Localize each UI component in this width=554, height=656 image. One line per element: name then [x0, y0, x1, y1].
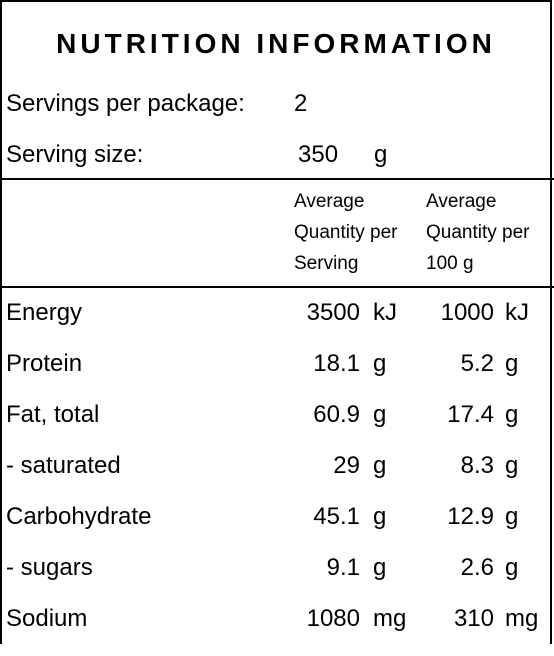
per-100g-unit: g — [505, 452, 519, 479]
nutrient-row: Protein 18.1 g 5.2 g — [2, 350, 554, 401]
per-100g-value: 17.4 — [447, 401, 494, 428]
column-header-line: Average — [294, 191, 365, 212]
column-header-per-100g: Average Quantity per 100 g — [426, 186, 530, 279]
per-100g-value: 12.9 — [447, 503, 494, 530]
per-serving-value: 45.1 — [313, 503, 360, 530]
per-100g-value: 1000 — [440, 299, 494, 326]
nutrient-label: Fat, total — [6, 401, 100, 428]
per-100g-unit: g — [505, 401, 519, 428]
per-serving-unit: kJ — [373, 299, 397, 326]
nutrient-row: Sodium 1080 mg 310 mg — [2, 605, 554, 656]
serving-size-value: 350 — [298, 141, 339, 168]
per-100g-value: 8.3 — [460, 452, 494, 479]
column-header-line: Quantity per — [426, 222, 530, 243]
per-serving-unit: g — [373, 452, 387, 479]
nutrient-row: Carbohydrate 45.1 g 12.9 g — [2, 503, 554, 554]
nutrient-label: Energy — [6, 299, 83, 326]
per-serving-value: 3500 — [306, 299, 360, 326]
per-100g-unit: g — [505, 350, 519, 377]
divider-header — [2, 286, 554, 288]
per-100g-value: 2.6 — [460, 554, 494, 581]
per-serving-unit: g — [373, 503, 387, 530]
nutrient-row: Fat, total 60.9 g 17.4 g — [2, 401, 554, 452]
per-100g-unit: kJ — [505, 299, 529, 326]
per-100g-value: 310 — [453, 605, 494, 632]
column-header-line: Serving — [294, 253, 359, 274]
per-100g-unit: g — [505, 554, 519, 581]
per-serving-unit: mg — [373, 605, 407, 632]
serving-size-label: Serving size: — [6, 141, 144, 168]
per-100g-value: 5.2 — [460, 350, 494, 377]
column-header-line: Average — [426, 191, 497, 212]
column-header-per-serving: Average Quantity per Serving — [294, 186, 398, 279]
per-100g-unit: g — [505, 503, 519, 530]
per-serving-value: 60.9 — [313, 401, 360, 428]
divider-top — [2, 178, 554, 180]
nutrient-row: - saturated 29 g 8.3 g — [2, 452, 554, 503]
nutrient-label: - sugars — [6, 554, 93, 581]
per-serving-unit: g — [373, 554, 387, 581]
nutrient-label: Carbohydrate — [6, 503, 152, 530]
serving-size-unit: g — [374, 141, 388, 168]
nutrient-label: Protein — [6, 350, 83, 377]
per-serving-unit: g — [373, 401, 387, 428]
column-header-line: Quantity per — [294, 222, 398, 243]
per-serving-value: 9.1 — [326, 554, 360, 581]
per-serving-value: 18.1 — [313, 350, 360, 377]
column-header-line: 100 g — [426, 253, 474, 274]
per-serving-value: 1080 — [306, 605, 360, 632]
nutrient-row: Energy 3500 kJ 1000 kJ — [2, 299, 554, 350]
nutrient-row: - sugars 9.1 g 2.6 g — [2, 554, 554, 605]
servings-label: Servings per package: — [6, 90, 245, 117]
nutrient-label: Sodium — [6, 605, 88, 632]
per-serving-unit: g — [373, 350, 387, 377]
per-serving-value: 29 — [333, 452, 360, 479]
servings-value: 2 — [294, 90, 308, 117]
nutrient-label: - saturated — [6, 452, 121, 479]
per-100g-unit: mg — [505, 605, 539, 632]
panel-title: NUTRITION INFORMATION — [56, 28, 496, 59]
